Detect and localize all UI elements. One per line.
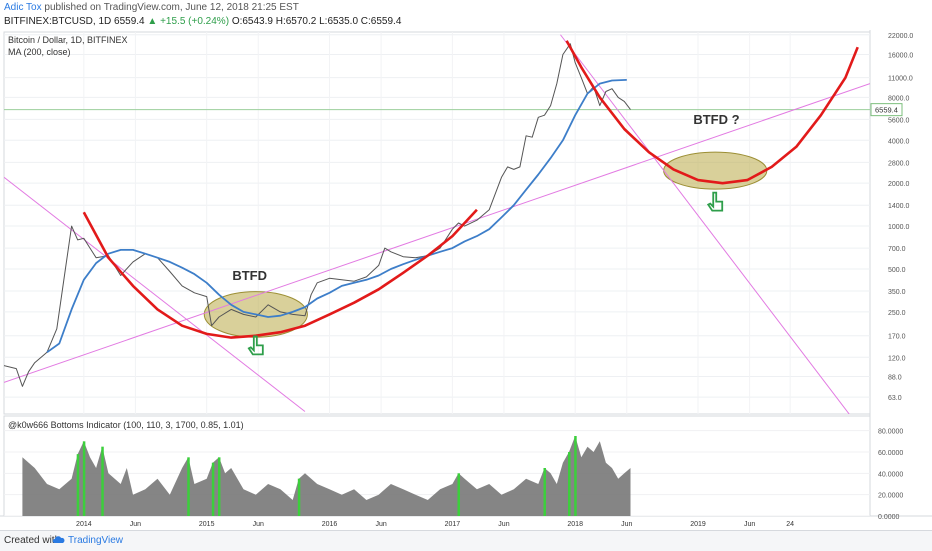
chart-title: Bitcoin / Dollar, 1D, BITFINEX	[8, 35, 128, 45]
price-tick-label: 500.0	[888, 267, 906, 274]
price-tick-label: 2000.0	[888, 181, 910, 188]
price-tick-label: 170.0	[888, 334, 906, 341]
main-pane: BTFD BTFD ?	[4, 32, 870, 426]
series-line[interactable]	[46, 79, 627, 354]
last-price: 6559.4	[114, 16, 145, 27]
annotation-label: BTFD	[232, 268, 267, 283]
price-tick-label: 1400.0	[888, 203, 910, 210]
price-change: ▲ +15.5 (+0.24%)	[147, 16, 230, 27]
published-text: published on TradingView.com, June 12, 2…	[44, 2, 299, 13]
indicator-label: @k0w666 Bottoms Indicator (100, 110, 3, …	[8, 420, 244, 430]
time-tick-label: 2018	[567, 521, 583, 528]
series-line[interactable]	[4, 43, 631, 387]
indicator-tick-label: 0.0000	[878, 514, 900, 521]
time-tick-label: Jun	[621, 521, 632, 528]
indicator-signal-bar	[574, 436, 577, 516]
indicator-tick-label: 80.0000	[878, 429, 903, 436]
price-tick-label: 88.0	[888, 374, 902, 381]
created-with-text: Created with	[4, 535, 61, 546]
time-tick-label: Jun	[375, 521, 386, 528]
author-link[interactable]: Adic Tox	[4, 2, 42, 13]
price-tick-label: 1000.0	[888, 224, 910, 231]
indicator-signal-bar	[217, 457, 221, 516]
symbol-line: BITFINEX:BTCUSD, 1D 6559.4 ▲ +15.5 (+0.2…	[4, 16, 401, 27]
trendline[interactable]	[4, 176, 306, 412]
tradingview-logo-icon	[52, 536, 65, 543]
price-tick-label: 11000.0	[888, 76, 913, 83]
axes: 22000.0 16000.0 11000.0 8000.0 5600.0 4000.0 2…	[76, 33, 913, 528]
indicator-signal-bar	[297, 478, 301, 516]
price-tick-label: 350.0	[888, 289, 906, 296]
time-tick-label: Jun	[130, 521, 141, 528]
time-tick-label: 2016	[322, 521, 338, 528]
trendline[interactable]	[560, 34, 857, 426]
series-line[interactable]	[82, 208, 478, 339]
price-tick-label: 2800.0	[888, 160, 910, 167]
price-tick-label: 22000.0	[888, 33, 913, 40]
last-price-badge	[870, 103, 903, 117]
pointing-hand-icon	[706, 191, 724, 212]
indicator-signal-bar	[187, 457, 190, 516]
indicator-signal-bar	[543, 468, 546, 516]
indicator-signal-bar	[82, 441, 86, 516]
trendline[interactable]	[4, 83, 870, 383]
price-tick-label: 8000.0	[888, 95, 910, 102]
footer: Created with TradingView	[0, 530, 932, 551]
price-tick-label: 16000.0	[888, 52, 913, 59]
ohlc-values: O:6543.9 H:6570.2 L:6535.0 C:6559.4	[231, 16, 402, 27]
price-tick-label: 63.0	[888, 395, 902, 402]
indicator-pane	[4, 430, 870, 516]
indicator-signal-bar	[211, 462, 215, 516]
indicator-tick-label: 20.0000	[878, 493, 903, 500]
publish-line: Adic Tox published on TradingView.com, J…	[4, 2, 299, 13]
time-tick-label: Jun	[744, 521, 755, 528]
price-tick-label: 5600.0	[888, 117, 910, 124]
indicator-tick-label: 60.0000	[878, 450, 903, 457]
symbol-label[interactable]: BITFINEX:BTCUSD, 1D	[4, 16, 112, 27]
time-tick-label: Jun	[498, 521, 509, 528]
time-tick-label: Jun	[253, 521, 264, 528]
indicator-signal-bar	[568, 452, 571, 516]
indicator-signal-bar	[101, 446, 104, 516]
last-price-badge-text: 6559.4	[875, 106, 898, 115]
price-tick-label: 250.0	[888, 310, 906, 317]
indicator-signal-bar	[76, 454, 80, 516]
price-tick-label: 120.0	[888, 355, 906, 362]
pointing-hand-icon	[247, 335, 264, 356]
chart-subtitle: MA (200, close)	[8, 47, 71, 57]
time-tick-label: 2014	[76, 521, 92, 528]
chart-area[interactable]: BTFD BTFD ? 22000.0 16000.0 11000.0 8000.0 56…	[0, 30, 932, 530]
indicator-signal-bar	[457, 473, 460, 516]
time-tick-label: 2019	[690, 521, 706, 528]
price-chart[interactable]: BTFD BTFD ? 22000.0 16000.0 11000.0 8000.0 56…	[0, 30, 932, 530]
time-tick-label: 2017	[445, 521, 461, 528]
price-tick-label: 700.0	[888, 246, 906, 253]
time-tick-label: 24	[786, 521, 794, 528]
price-tick-label: 4000.0	[888, 138, 910, 145]
tradingview-link[interactable]: TradingView	[68, 535, 124, 546]
chart-header: Adic Tox published on TradingView.com, J…	[0, 0, 932, 30]
series-line[interactable]	[565, 40, 859, 185]
time-tick-label: 2015	[199, 521, 215, 528]
indicator-tick-label: 40.0000	[878, 471, 903, 478]
annotation-label: BTFD ?	[693, 112, 739, 127]
main-pane-border	[3, 31, 871, 415]
indicator-area	[22, 436, 631, 516]
